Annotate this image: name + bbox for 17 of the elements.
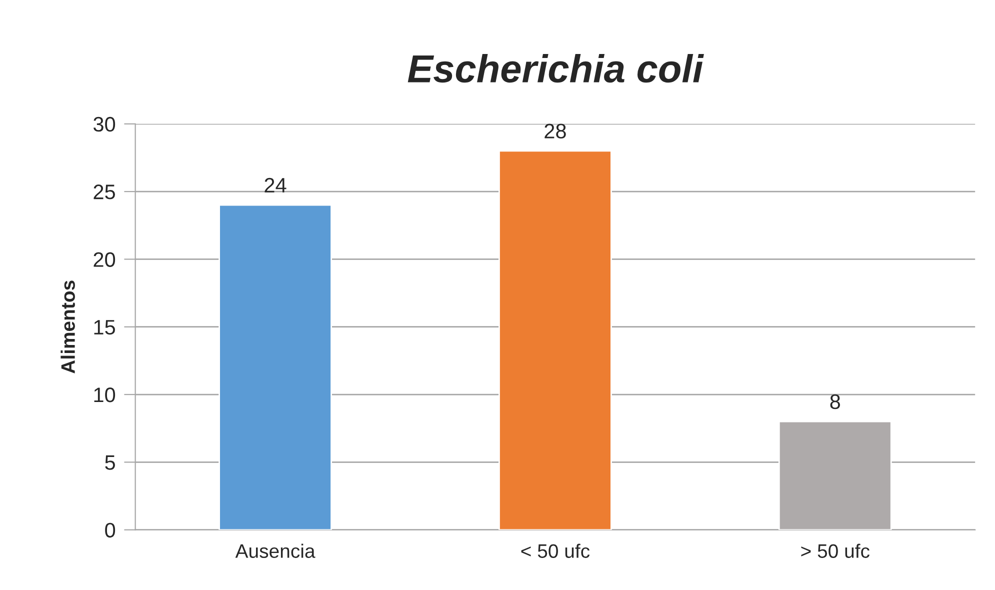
y-tick-label: 30 — [94, 116, 116, 132]
data-label: 8 — [830, 394, 840, 410]
x-tick-label: Ausencia — [235, 544, 316, 558]
bar — [218, 204, 332, 530]
y-axis-title: Alimentos — [60, 280, 75, 374]
y-tick-label: 10 — [94, 388, 116, 402]
y-tick-label: 20 — [94, 252, 116, 267]
y-tick-label: 15 — [94, 320, 116, 335]
chart-title: Escherichia coli — [408, 54, 704, 83]
y-tick-label: 0 — [105, 522, 116, 538]
data-label: 24 — [264, 178, 286, 192]
data-label: 28 — [544, 124, 566, 139]
bar — [498, 150, 612, 530]
x-tick-label: > 50 ufc — [801, 544, 870, 558]
x-tick-label: < 50 ufc — [521, 544, 590, 558]
y-tick-label: 25 — [94, 184, 116, 200]
y-tick-label: 5 — [105, 455, 116, 470]
